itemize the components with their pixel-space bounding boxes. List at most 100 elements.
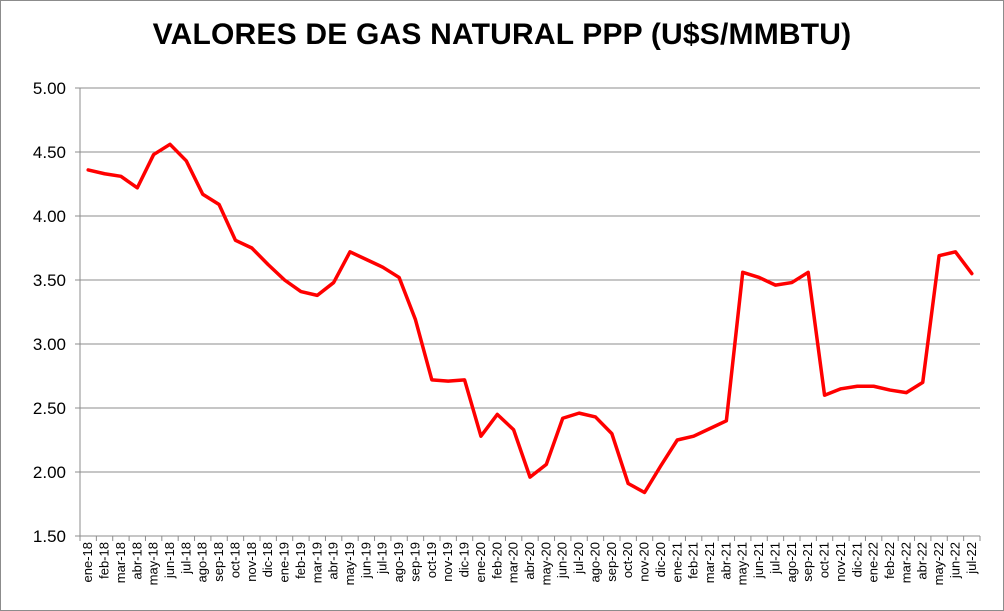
x-tick-label: nov-21 [833,542,848,582]
data-point [251,247,253,249]
x-tick-label: ago-19 [391,542,406,582]
x-tick-label: feb-22 [882,542,897,579]
x-tick-label: ago-21 [784,542,799,582]
y-tick-label: 4.00 [33,207,66,226]
x-tick-label: abr-21 [718,542,733,580]
data-point [365,258,368,261]
x-tick-label: jul-19 [375,542,390,575]
data-point [660,464,662,467]
data-point [938,254,940,257]
y-tick-label: 5.00 [33,79,66,98]
series-group [86,142,974,495]
x-tick-label: may-19 [342,542,357,585]
data-point [840,388,842,390]
data-point [921,381,924,384]
data-point [643,491,646,494]
data-point [905,391,908,394]
data-point [185,160,188,162]
data-point [463,379,466,381]
x-tick-label: feb-20 [489,542,504,579]
data-point [431,379,433,381]
x-tick-label: jun-19 [358,542,373,579]
data-point [676,439,679,441]
data-point [103,172,106,175]
x-tick-label: feb-21 [686,542,701,579]
x-tick-label: may-21 [735,542,750,585]
x-tick-label: oct-21 [817,542,832,578]
x-tick-label: feb-18 [97,542,112,579]
data-point [169,143,171,146]
x-tick-label: jul-21 [767,542,782,575]
x-tick-label: jul-22 [964,542,979,575]
data-point [300,290,302,293]
x-tick-label: oct-18 [227,542,242,578]
x-tick-label: abr-18 [129,542,144,580]
data-point [594,416,597,418]
data-point [856,385,859,388]
data-point [120,175,122,178]
data-point [136,187,139,189]
x-tick-label: jun-18 [162,542,177,579]
data-point [267,263,269,266]
x-tick-label: sep-20 [604,542,619,582]
x-tick-label: dic-18 [260,542,275,577]
data-point [791,281,793,284]
data-point [725,420,728,422]
x-tick-label: abr-22 [915,542,930,580]
x-tick-label: jul-20 [571,542,586,575]
x-tick-label: mar-19 [309,542,324,583]
x-tick-label: jun-20 [555,542,570,579]
data-point [611,432,613,435]
x-tick-label: ene-22 [866,542,881,582]
x-tick-label: ago-20 [587,542,602,582]
data-point [480,435,482,437]
x-tick-label: ene-18 [80,542,95,582]
x-tick-label: sep-18 [211,542,226,582]
y-tick-label: 2.00 [33,463,66,482]
y-tick-label: 2.50 [33,399,66,418]
data-point [741,271,744,274]
y-tick-label: 3.00 [33,335,66,354]
data-point [954,251,957,253]
data-point [692,435,695,437]
x-tick-label: jul-18 [178,542,193,575]
data-point [823,394,826,397]
x-tick-label: dic-21 [849,542,864,577]
data-point [889,389,891,391]
x-tick-label: ene-20 [473,542,488,582]
data-point [545,463,548,466]
x-tick-label: mar-22 [898,542,913,583]
data-point [758,276,760,279]
x-tick-label: ene-21 [669,542,684,582]
data-point [872,385,875,388]
x-tick-label: abr-20 [522,542,537,580]
data-point [283,279,286,281]
data-point [218,203,220,206]
x-tick-label: jun-22 [947,542,962,579]
x-tick-label: nov-18 [244,542,259,582]
data-point [349,251,351,253]
data-point [774,284,777,286]
x-tick-label: mar-20 [506,542,521,583]
x-tick-label: ago-18 [195,542,210,582]
x-tick-label: sep-21 [800,542,815,582]
x-tick-label: dic-19 [457,542,472,577]
data-point [512,428,515,431]
data-point [234,239,237,242]
x-tick-label: dic-20 [653,542,668,577]
data-point [87,169,89,171]
data-point [332,281,335,284]
x-tick-label: ene-19 [277,542,292,582]
data-point [398,276,400,279]
x-tick-label: oct-19 [424,542,439,578]
data-point [578,412,580,414]
x-tick-label: oct-20 [620,542,635,578]
x-tick-label: feb-19 [293,542,308,579]
x-tick-label: sep-19 [407,542,422,582]
data-point [316,294,319,297]
x-tick-label: nov-20 [637,542,652,582]
data-point [414,318,417,321]
data-point [709,427,711,430]
x-tick-label: may-22 [931,542,946,585]
